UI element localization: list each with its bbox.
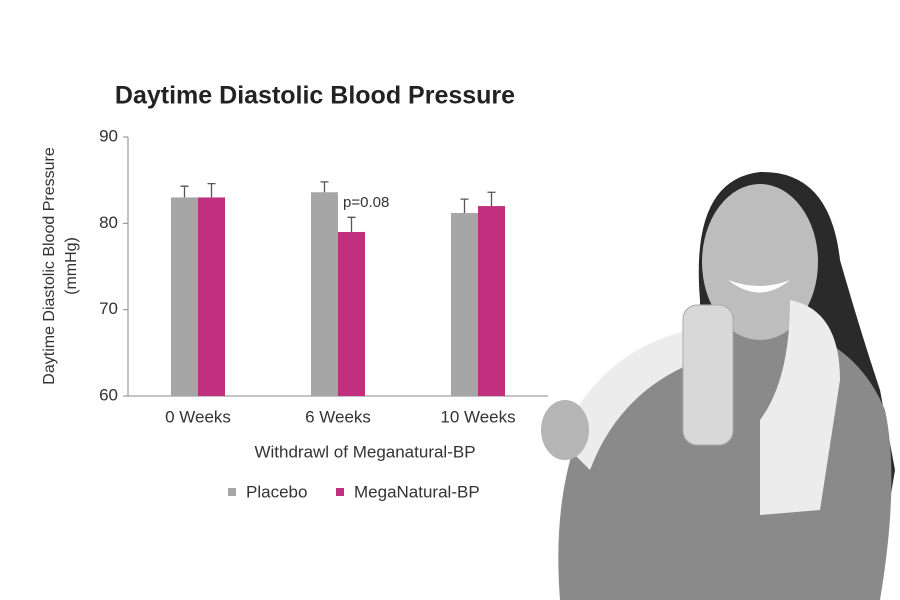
annotation: p=0.08: [343, 194, 389, 211]
error-bar: [460, 198, 469, 213]
smile: [728, 280, 790, 293]
error-bar: [207, 182, 216, 198]
legend-label: Placebo: [246, 482, 307, 501]
x-axis-label: Withdrawl of Meganatural-BP: [254, 442, 475, 461]
bar: [451, 212, 478, 396]
y-tick-label: 60: [99, 385, 118, 404]
face: [702, 184, 818, 340]
y-tick-label: 80: [99, 213, 118, 232]
error-bar: [180, 185, 189, 198]
y-axis-label: (mmHg): [63, 237, 80, 295]
y-tick-label: 70: [99, 299, 118, 318]
y-tick-label: 90: [99, 126, 118, 145]
bar: [478, 206, 505, 396]
photo: [541, 171, 895, 600]
chart-title: Daytime Diastolic Blood Pressure: [115, 82, 515, 110]
x-tick-label: 10 Weeks: [440, 407, 515, 426]
legend-swatch: [228, 488, 236, 496]
bottle: [682, 304, 734, 446]
bar: [171, 197, 198, 396]
x-tick-label: 0 Weeks: [165, 407, 231, 426]
towel-left: [560, 330, 700, 470]
bar: [338, 231, 365, 396]
error-bar: [487, 191, 496, 207]
towel-right: [760, 300, 840, 515]
y-axis-label: Daytime Diastolic Blood Pressure: [41, 147, 58, 385]
x-tick-label: 6 Weeks: [305, 407, 371, 426]
bar: [311, 192, 338, 396]
legend-swatch: [336, 488, 344, 496]
legend-label: MegaNatural-BP: [354, 482, 480, 501]
hand: [541, 400, 589, 460]
error-bar: [320, 181, 329, 193]
bar: [198, 197, 225, 396]
error-bar: [347, 216, 356, 232]
